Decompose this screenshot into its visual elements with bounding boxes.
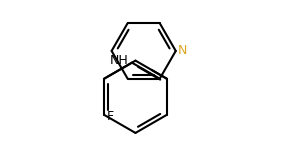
Text: F: F bbox=[107, 110, 114, 123]
Text: N: N bbox=[178, 44, 187, 57]
Text: NH: NH bbox=[110, 54, 129, 67]
